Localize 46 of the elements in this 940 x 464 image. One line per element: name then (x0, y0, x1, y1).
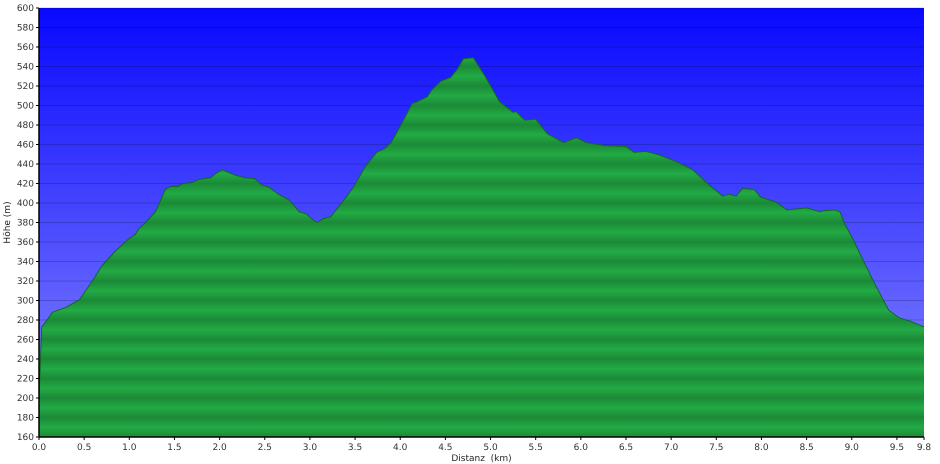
y-tick-label: 500 (16, 102, 34, 112)
x-tick-label: 5.0 (483, 443, 498, 453)
x-tick-label: 8.5 (799, 443, 814, 453)
y-tick-label: 480 (16, 121, 34, 132)
y-tick-label: 440 (16, 160, 34, 170)
y-axis-title: Höhe (m) (3, 201, 13, 244)
x-tick-label: 5.5 (528, 443, 543, 453)
x-tick-label: 8.0 (754, 443, 769, 453)
x-tick-label: 4.0 (393, 443, 408, 453)
y-tick-label: 420 (16, 180, 34, 190)
y-tick-label: 400 (16, 199, 34, 210)
y-tick-label: 200 (16, 394, 34, 404)
y-tick-label: 560 (16, 43, 34, 54)
x-tick-label: 1.0 (122, 443, 137, 453)
x-tick-label: 9.0 (844, 443, 860, 453)
y-tick-label: 340 (16, 258, 34, 268)
y-tick-label: 220 (16, 374, 34, 385)
y-tick-label: 240 (16, 355, 34, 366)
y-tick-label: 180 (16, 414, 34, 424)
x-tick-label: 3.0 (302, 443, 318, 453)
x-tick-label: 4.5 (438, 443, 453, 453)
x-tick-label: 2.0 (212, 443, 228, 453)
x-tick-label: 9.5 (890, 443, 904, 453)
y-tick-label: 160 (16, 433, 34, 444)
y-tick-label: 460 (16, 140, 34, 151)
x-tick-label: 7.5 (709, 443, 724, 453)
y-tick-label: 280 (16, 316, 34, 326)
y-tick-label: 300 (16, 296, 34, 307)
y-tick-label: 520 (16, 82, 34, 92)
y-tick-label: 600 (16, 4, 34, 14)
x-tick-label: 0.5 (76, 443, 92, 453)
x-tick-label: 6.5 (618, 443, 634, 453)
x-tick-label: 2.5 (258, 443, 272, 453)
x-axis-title: Distanz (km) (451, 454, 512, 464)
x-tick-label: 9.8 (916, 443, 932, 453)
x-tick-label: 1.5 (167, 443, 182, 453)
y-tick-label: 540 (16, 62, 34, 73)
x-tick-label: 3.5 (348, 443, 362, 453)
y-tick-label: 360 (16, 238, 34, 248)
x-tick-label: 0.0 (32, 443, 46, 453)
x-tick-label: 6.0 (574, 443, 588, 453)
y-tick-label: 580 (16, 24, 34, 34)
x-tick-label: 7.0 (664, 443, 679, 453)
y-tick-label: 260 (16, 336, 34, 346)
y-tick-label: 320 (16, 277, 34, 288)
y-tick-label: 380 (16, 218, 34, 229)
